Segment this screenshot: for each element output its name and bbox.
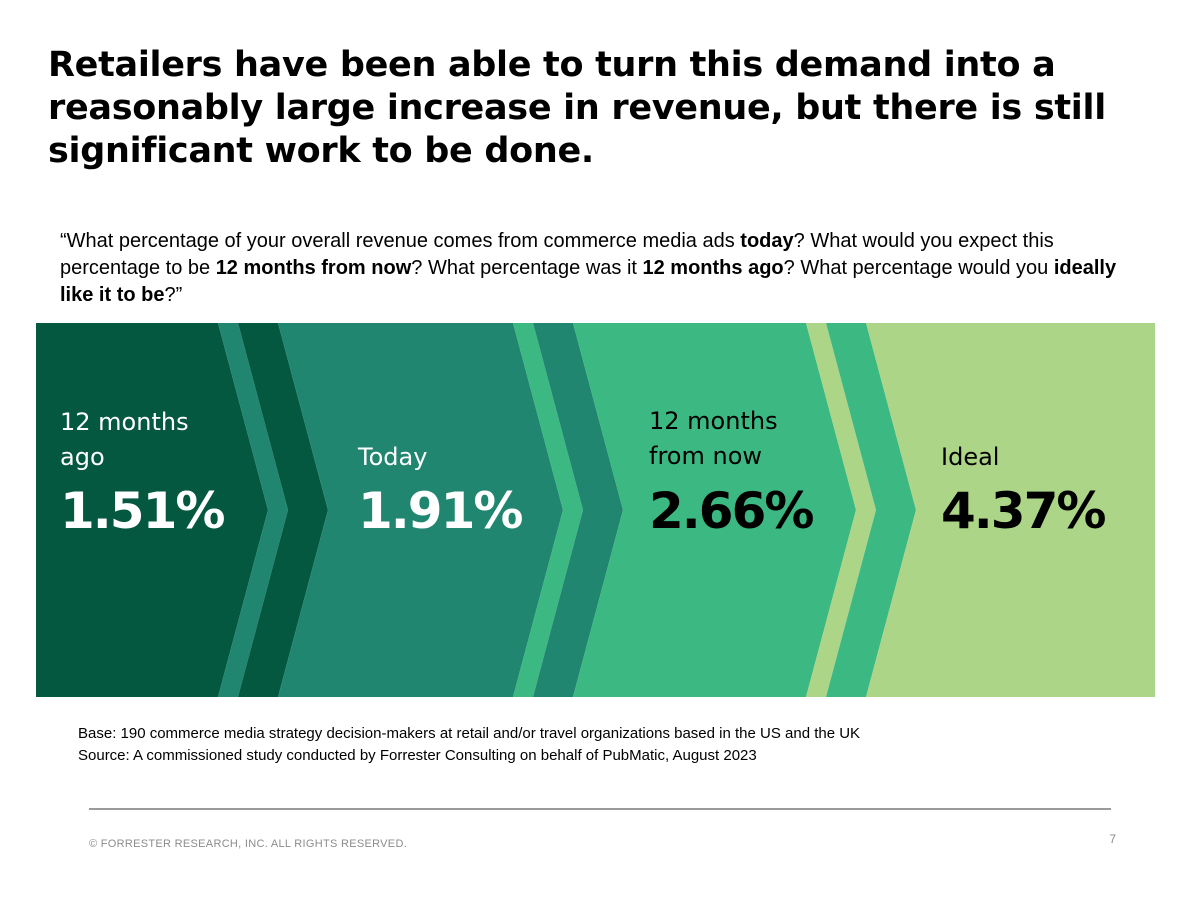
question-text: ? What would you expect this percentage … xyxy=(60,230,1054,279)
footer-divider xyxy=(89,808,1111,810)
stage-label: 12 months xyxy=(649,407,778,435)
stage-panel-2 xyxy=(278,323,563,697)
chevron-echo-band xyxy=(826,323,916,697)
stage-label: 12 months xyxy=(60,408,189,436)
stage-label: ago xyxy=(60,443,105,471)
chevron-accent-band xyxy=(806,323,876,697)
question-emphasis: today xyxy=(740,230,794,252)
chart-notes: Base: 190 commerce media strategy decisi… xyxy=(78,723,1158,767)
question-text: ? What percentage would you xyxy=(783,257,1054,279)
stage-value: 2.66% xyxy=(649,482,813,540)
page-number: 7 xyxy=(1109,832,1116,846)
survey-question: “What percentage of your overall revenue… xyxy=(60,228,1150,309)
question-text: ? What percentage was it xyxy=(411,257,643,279)
chevron-echo-band xyxy=(238,323,328,697)
source-note: Source: A commissioned study conducted b… xyxy=(78,747,757,764)
stage-label: Today xyxy=(357,443,427,471)
copyright-text: © FORRESTER RESEARCH, INC. ALL RIGHTS RE… xyxy=(89,838,408,850)
revenue-share-chevron-chart: 12 months ago 1.51% Today 1.91% 12 months from… xyxy=(36,323,1155,697)
page-title: Retailers have been able to turn this de… xyxy=(48,45,1106,171)
question-text: ?” xyxy=(164,284,183,306)
stage-panel-3 xyxy=(573,323,856,697)
stage-panel-1 xyxy=(36,323,268,697)
question-text: “What percentage of your overall revenue… xyxy=(60,230,741,252)
stage-value: 4.37% xyxy=(941,482,1105,540)
chevron-echo-band xyxy=(533,323,623,697)
stage-label: from now xyxy=(649,442,762,470)
stage-panel-4 xyxy=(866,323,1155,697)
chevron-accent-band xyxy=(218,323,288,697)
chevron-accent-band xyxy=(513,323,583,697)
stage-value: 1.51% xyxy=(60,482,224,540)
question-emphasis: ideally like it to be xyxy=(60,257,1117,306)
question-emphasis: 12 months ago xyxy=(642,257,784,279)
question-emphasis: 12 months from now xyxy=(215,257,412,279)
base-note: Base: 190 commerce media strategy decisi… xyxy=(78,725,861,742)
stage-value: 1.91% xyxy=(358,482,522,540)
stage-label: Ideal xyxy=(941,443,999,471)
